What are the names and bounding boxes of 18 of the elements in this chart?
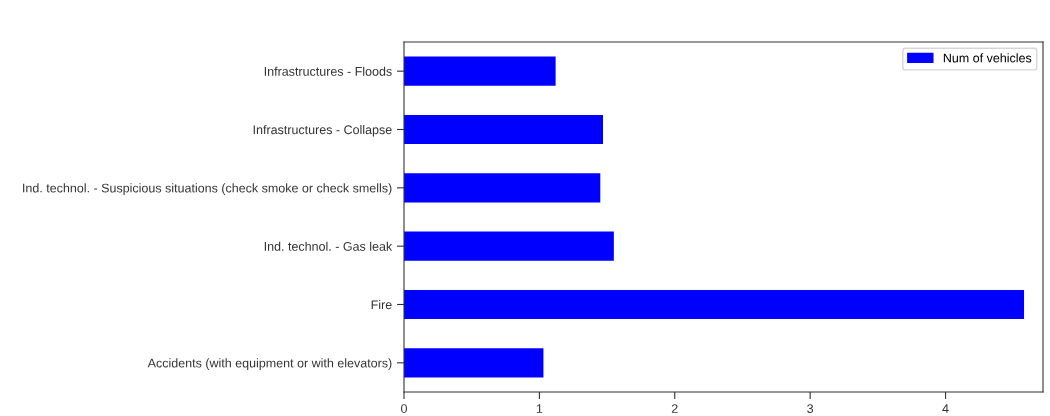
y-tick-label: Infrastructures - Collapse <box>253 124 392 137</box>
x-tick-label: 3 <box>807 404 814 413</box>
bar <box>404 231 614 261</box>
bar <box>404 289 1025 320</box>
y-tick-label: Infrastructures - Floods <box>264 66 392 76</box>
x-tick-label: 2 <box>671 404 678 413</box>
y-tick-label: Fire <box>371 299 392 310</box>
y-tick-label: Ind. technol. - Gas leak <box>264 241 393 251</box>
bar <box>404 173 601 203</box>
x-tick-label: 4 <box>942 404 949 413</box>
x-tick-label: 0 <box>401 404 407 413</box>
bar <box>404 348 544 378</box>
bar <box>404 56 556 86</box>
y-tick-label: Accidents (with equipment or with elevators) <box>147 358 392 370</box>
legend-label: Num of vehicles <box>943 53 1032 63</box>
y-tick-label: Ind. technol. - Suspicious situations (check smoke or check smells) <box>23 183 392 195</box>
x-tick-label: 1 <box>536 404 543 413</box>
bar <box>404 114 604 145</box>
